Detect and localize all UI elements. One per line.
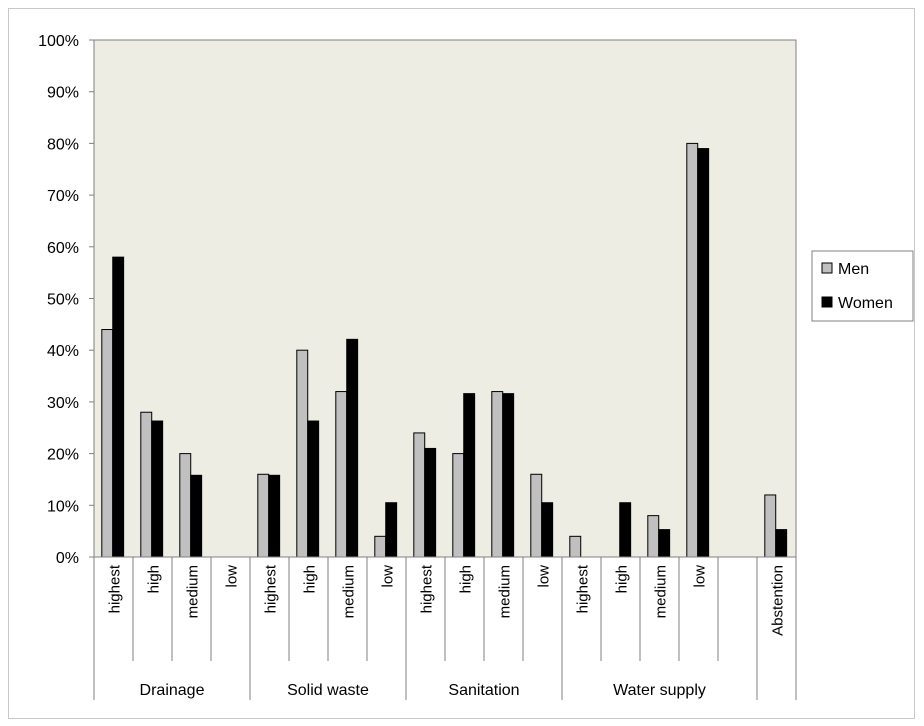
y-tick-label: 40% [47, 343, 79, 360]
y-tick-label: 10% [47, 498, 79, 515]
bar-men [257, 473, 270, 558]
category-label: highest [419, 564, 436, 613]
bar-women [463, 393, 476, 558]
category-label: low [536, 565, 553, 588]
category-label: low [224, 565, 241, 588]
bar-men [179, 453, 192, 558]
bar-women [151, 420, 164, 558]
bar-men [413, 432, 426, 558]
y-tick-label: 100% [38, 33, 79, 50]
category-label: medium [653, 565, 670, 618]
category-label: low [692, 565, 709, 588]
bar-men [764, 494, 777, 558]
bar-women [307, 420, 320, 558]
category-label: highest [263, 564, 280, 613]
category-label: high [614, 565, 631, 593]
bar-women [190, 474, 203, 558]
group-label: Drainage [140, 682, 205, 699]
bar-men [335, 391, 348, 558]
category-label: Abstention [770, 565, 787, 636]
bar-women [541, 502, 554, 558]
category-label: low [380, 565, 397, 588]
bar-women [619, 502, 632, 558]
bar-men [101, 329, 114, 558]
bar-women [502, 393, 515, 558]
legend-label-women: Women [838, 295, 893, 312]
y-tick-label: 20% [47, 447, 79, 464]
bar-men [296, 349, 309, 558]
bar-men [686, 142, 699, 558]
category-label: high [458, 565, 475, 593]
bars-layer [101, 142, 788, 558]
category-label: high [302, 565, 319, 593]
y-tick-label: 30% [47, 395, 79, 412]
y-tick-label: 80% [47, 136, 79, 153]
category-label: medium [185, 565, 202, 618]
y-axis: 0% 10% 20% 30% 40% 50% 60% 70% 80% 90% 100% [38, 33, 95, 567]
bar-men [569, 535, 582, 558]
plot-area [93, 39, 797, 558]
group-label: Sanitation [448, 682, 519, 699]
category-label: medium [497, 565, 514, 618]
category-label: highest [575, 564, 592, 613]
y-tick-label: 90% [47, 85, 79, 102]
bar-women [658, 529, 671, 558]
bar-men [374, 535, 387, 558]
chart-frame [8, 8, 915, 719]
legend: Men Women [811, 250, 914, 322]
legend-swatch-women [821, 296, 833, 308]
bar-women [346, 338, 359, 558]
legend-swatch-men [821, 262, 833, 274]
y-tick-label: 50% [47, 292, 79, 309]
bar-women [385, 502, 398, 558]
bar-women [775, 529, 788, 558]
legend-label-men: Men [838, 261, 869, 278]
category-label: medium [341, 565, 358, 618]
category-label: highest [107, 564, 124, 613]
y-tick-label: 0% [56, 550, 79, 567]
bar-women [697, 148, 710, 558]
bar-women [424, 447, 437, 558]
bar-men [491, 391, 504, 558]
y-tick-label: 70% [47, 188, 79, 205]
bar-men [452, 453, 465, 558]
bar-men [647, 515, 660, 558]
group-label: Solid waste [287, 682, 369, 699]
y-tick-label: 60% [47, 240, 79, 257]
bar-men [530, 473, 543, 558]
bar-men [140, 411, 153, 558]
group-label: Water supply [613, 682, 706, 699]
category-label: high [146, 565, 163, 593]
x-axis: highest high medium low highest high medium low… [93, 556, 797, 700]
bar-women [268, 474, 281, 558]
bar-women [112, 256, 125, 558]
